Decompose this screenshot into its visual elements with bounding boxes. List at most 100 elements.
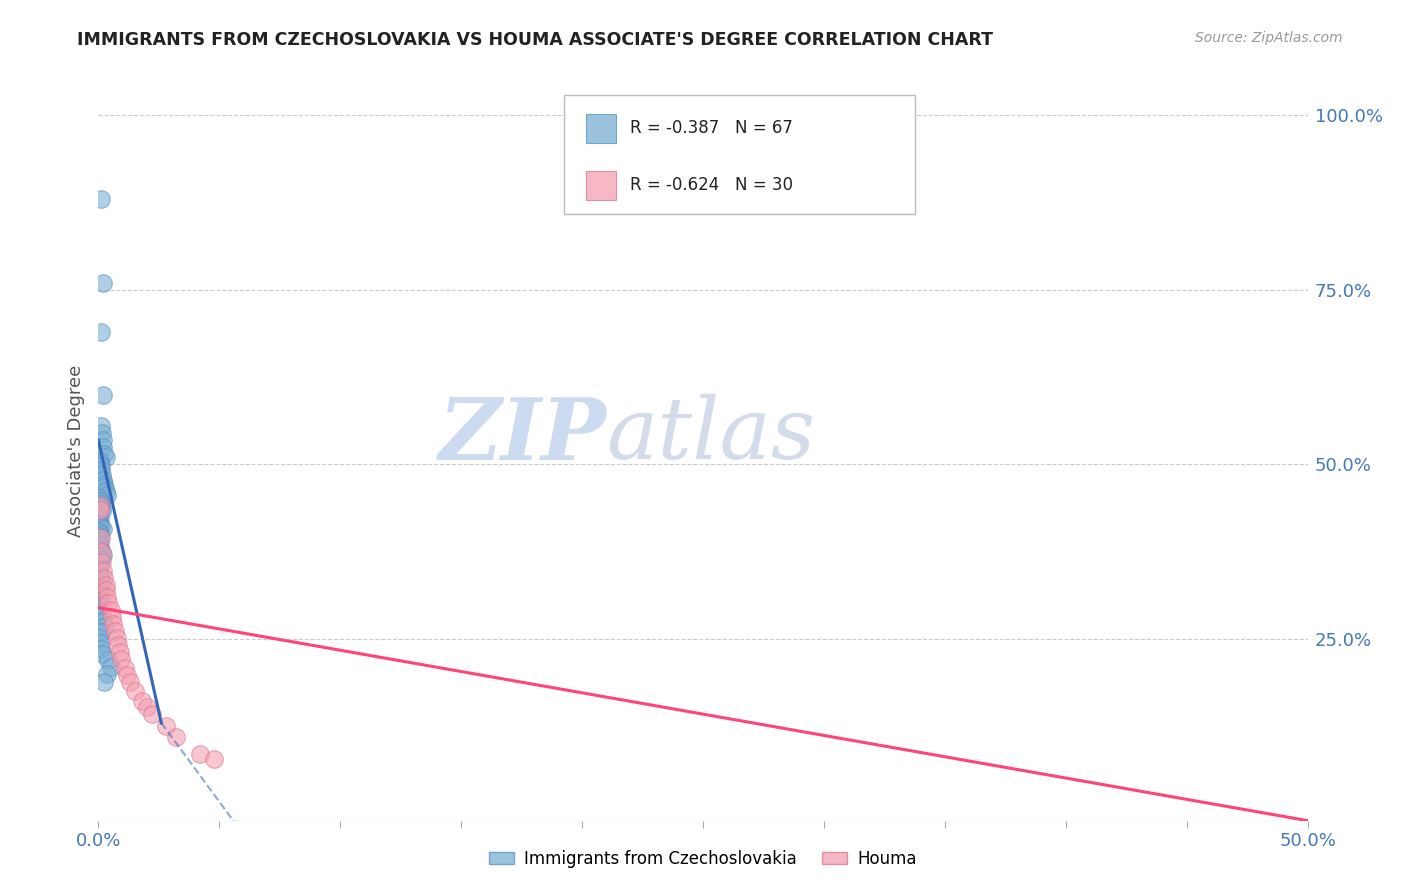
Point [89, 604, 111, 618]
Point [91, 609, 114, 624]
Point [155, 719, 177, 733]
Point [90, 641, 112, 656]
Point [93, 571, 115, 585]
Point [105, 631, 128, 645]
Point [91, 522, 114, 536]
Point [90, 545, 112, 559]
Point [91, 548, 114, 562]
Point [89, 494, 111, 508]
Point [89, 510, 111, 524]
Point [94, 577, 117, 591]
Point [104, 624, 127, 638]
Point [89, 567, 111, 582]
FancyBboxPatch shape [564, 95, 915, 213]
Point [89, 532, 111, 546]
Text: atlas: atlas [606, 394, 815, 477]
Point [90, 500, 112, 515]
Point [89, 599, 111, 613]
Point [94, 483, 117, 498]
Point [89, 507, 111, 521]
Point [118, 675, 141, 690]
Point [114, 661, 136, 675]
Legend: Immigrants from Czechoslovakia, Houma: Immigrants from Czechoslovakia, Houma [482, 844, 924, 875]
Point [91, 504, 114, 518]
Point [96, 488, 118, 502]
Point [89, 529, 111, 543]
Point [91, 276, 114, 290]
Point [110, 651, 132, 665]
Point [108, 645, 131, 659]
Text: IMMIGRANTS FROM CZECHOSLOVAKIA VS HOUMA ASSOCIATE'S DEGREE CORRELATION CHART: IMMIGRANTS FROM CZECHOSLOVAKIA VS HOUMA … [77, 31, 993, 49]
Point [91, 387, 114, 401]
Point [96, 590, 118, 604]
Point [91, 473, 114, 487]
Point [100, 609, 122, 624]
Point [165, 730, 187, 744]
Point [90, 325, 112, 339]
Point [89, 555, 111, 569]
Point [131, 693, 153, 707]
Point [90, 463, 112, 477]
Point [89, 542, 111, 557]
Point [89, 458, 111, 472]
Point [90, 625, 112, 640]
Y-axis label: Associate's Degree: Associate's Degree [66, 364, 84, 537]
Point [93, 480, 115, 494]
Point [91, 564, 114, 578]
Text: R = -0.387   N = 67: R = -0.387 N = 67 [630, 120, 793, 137]
Point [117, 668, 139, 682]
Point [90, 551, 112, 566]
Point [100, 660, 122, 674]
Point [90, 419, 112, 434]
Point [89, 500, 111, 514]
Point [89, 534, 111, 549]
Point [90, 531, 112, 545]
Point [90, 648, 112, 662]
Point [89, 491, 111, 505]
Point [135, 700, 157, 714]
Point [90, 545, 112, 559]
Point [101, 616, 124, 631]
Point [96, 667, 118, 681]
Point [89, 526, 111, 541]
FancyBboxPatch shape [586, 170, 616, 200]
Text: ZIP: ZIP [439, 394, 606, 477]
Point [89, 503, 111, 517]
Point [90, 576, 112, 591]
Text: R = -0.624   N = 30: R = -0.624 N = 30 [630, 177, 793, 194]
Point [188, 747, 211, 762]
Point [91, 440, 114, 454]
Point [90, 520, 112, 534]
Point [107, 638, 129, 652]
Point [89, 518, 111, 533]
Point [90, 458, 112, 473]
Point [89, 537, 111, 551]
Point [89, 524, 111, 538]
Point [89, 516, 111, 530]
Point [91, 433, 114, 447]
Point [93, 477, 115, 491]
Point [94, 583, 117, 598]
Point [93, 447, 115, 461]
Point [124, 684, 146, 698]
Point [141, 707, 163, 722]
Point [89, 631, 111, 645]
Point [94, 450, 117, 465]
Point [91, 425, 114, 440]
Point [89, 636, 111, 650]
Point [91, 555, 114, 569]
Point [100, 603, 122, 617]
Point [89, 558, 111, 573]
Point [94, 619, 117, 633]
Point [93, 675, 115, 690]
Point [91, 467, 114, 482]
Point [90, 192, 112, 206]
Point [89, 571, 111, 585]
Point [89, 590, 111, 604]
Point [89, 513, 111, 527]
Point [89, 586, 111, 600]
Point [97, 653, 120, 667]
Point [90, 497, 112, 511]
FancyBboxPatch shape [586, 113, 616, 144]
Point [89, 563, 111, 577]
